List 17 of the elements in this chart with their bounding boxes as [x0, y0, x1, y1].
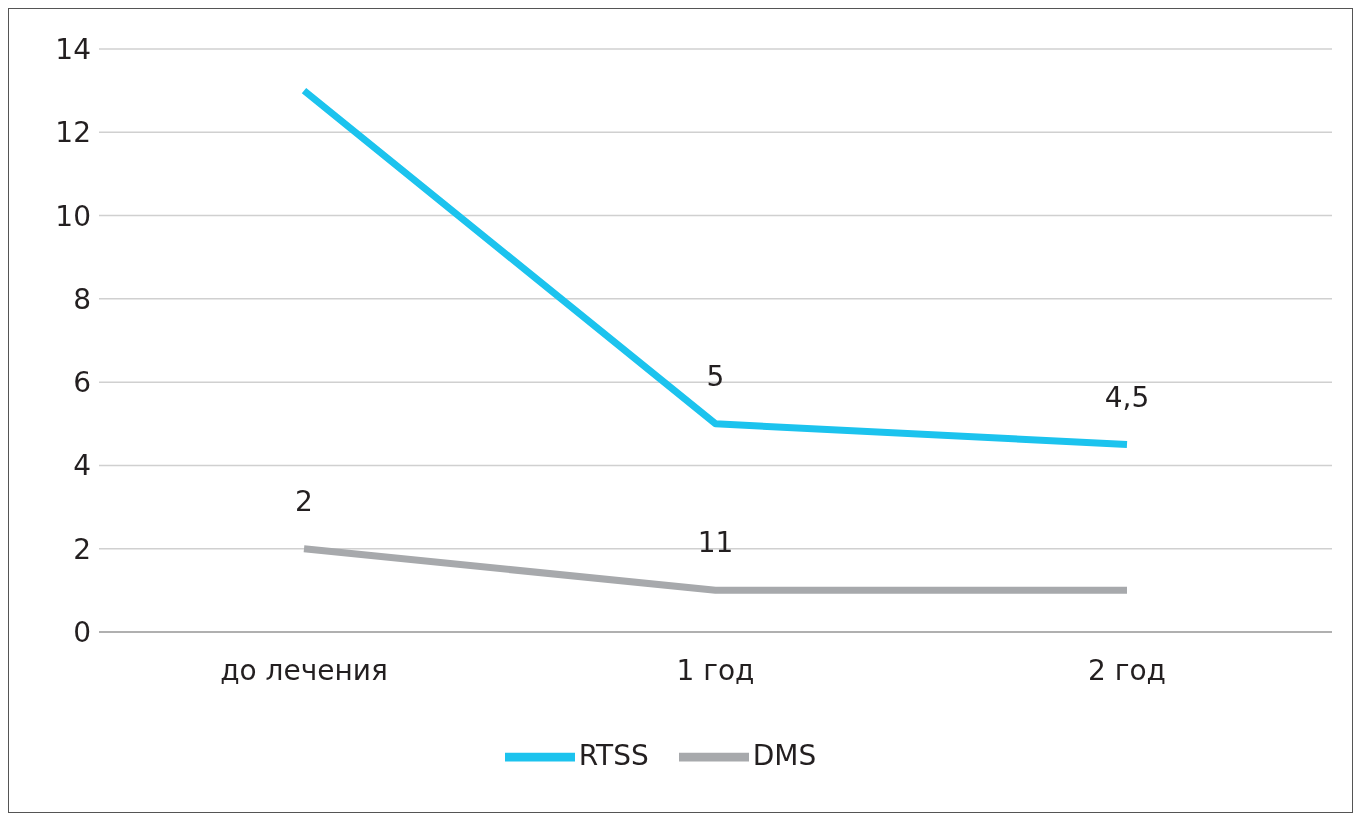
legend-label: DMS: [752, 739, 817, 772]
data-label: 4,5: [1104, 380, 1150, 414]
x-tick-label: до лечения: [220, 653, 388, 687]
y-tick-label: 6: [73, 366, 91, 400]
y-tick-label: 10: [55, 199, 91, 233]
y-tick-label: 14: [55, 32, 91, 66]
legend-label: RTSS: [578, 739, 649, 772]
y-tick-label: 2: [73, 532, 91, 566]
data-label: 5: [706, 359, 725, 393]
y-tick-label: 12: [55, 116, 91, 150]
x-tick-label: 2 год: [1088, 653, 1166, 687]
y-tick-label: 8: [73, 282, 91, 316]
y-tick-label: 0: [73, 615, 91, 649]
x-tick-label: 1 год: [676, 653, 755, 687]
y-tick-label: 4: [73, 449, 91, 483]
data-label: 2: [295, 484, 313, 518]
annotation: 11: [697, 526, 734, 560]
